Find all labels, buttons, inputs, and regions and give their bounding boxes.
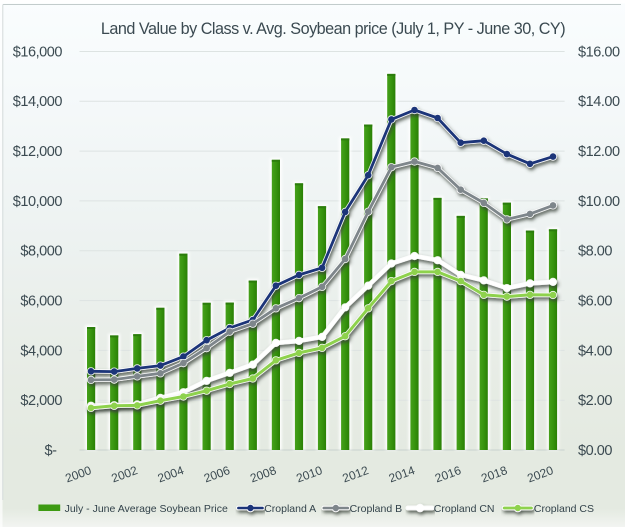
svg-text:$10.00: $10.00: [578, 194, 620, 210]
svg-text:Land Value by Class v. Avg. So: Land Value by Class v. Avg. Soybean pric…: [101, 20, 565, 38]
svg-text:$4.00: $4.00: [578, 343, 612, 359]
svg-text:$12,000: $12,000: [13, 144, 63, 160]
svg-text:$14.00: $14.00: [578, 94, 620, 110]
svg-text:$2,000: $2,000: [20, 393, 62, 409]
svg-text:$-: $-: [45, 443, 58, 459]
svg-text:$12.00: $12.00: [578, 144, 620, 160]
svg-text:Cropland CN: Cropland CN: [434, 503, 495, 515]
svg-text:$16,000: $16,000: [13, 44, 63, 60]
svg-text:$8.00: $8.00: [578, 244, 612, 260]
svg-text:Cropland A: Cropland A: [264, 503, 316, 515]
svg-text:$4,000: $4,000: [20, 343, 62, 359]
svg-text:Cropland B: Cropland B: [350, 503, 403, 515]
svg-text:$8,000: $8,000: [20, 244, 62, 260]
svg-text:July - June Average Soybean Pr: July - June Average Soybean Price: [65, 503, 228, 515]
svg-text:$6,000: $6,000: [20, 294, 62, 310]
svg-text:$0.00: $0.00: [578, 443, 612, 459]
svg-text:$6.00: $6.00: [578, 294, 612, 310]
svg-text:$2.00: $2.00: [578, 393, 612, 409]
svg-text:$10,000: $10,000: [13, 194, 63, 210]
svg-text:$14,000: $14,000: [13, 94, 63, 110]
svg-text:Cropland CS: Cropland CS: [534, 503, 594, 515]
svg-text:$16.00: $16.00: [578, 44, 620, 60]
